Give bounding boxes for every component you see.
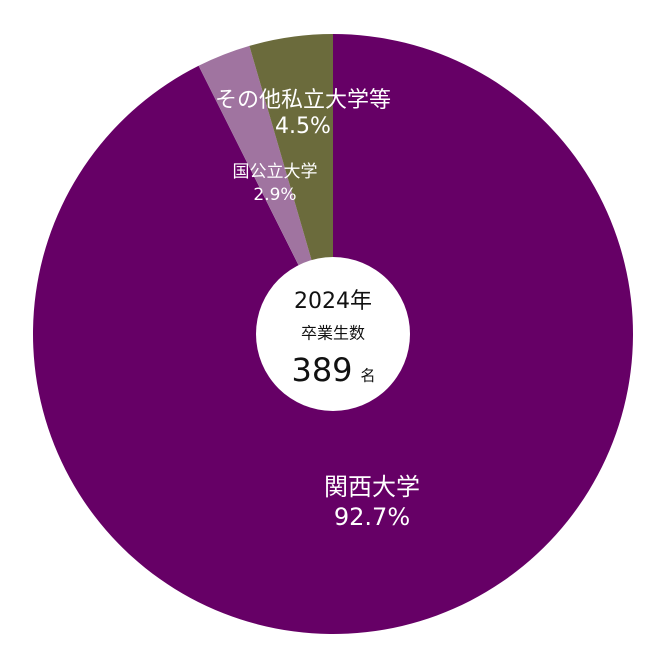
center-label: 卒業生数 <box>301 324 365 343</box>
slice-value-label: 2.9% <box>253 185 296 205</box>
center-year: 2024年 <box>294 289 372 314</box>
slice-label: 関西大学 <box>324 473 420 501</box>
slice-value-label: 92.7% <box>334 503 410 531</box>
center-total: 389 <box>291 351 352 389</box>
slice-label: 国公立大学 <box>233 162 318 182</box>
center-circle <box>256 257 410 411</box>
center-unit: 名 <box>360 367 375 385</box>
slice-label: その他私立大学等 <box>215 88 391 113</box>
slice-value-label: 4.5% <box>275 114 331 139</box>
pie-slice <box>198 45 333 334</box>
pie-slice <box>249 34 333 334</box>
